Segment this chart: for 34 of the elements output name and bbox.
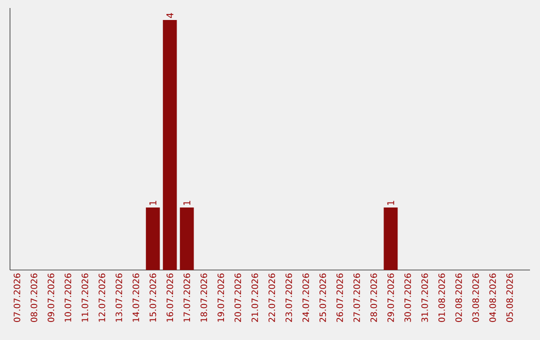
x-tick-label: 11.07.2026 — [82, 274, 88, 322]
data-label: 4 — [166, 12, 174, 18]
x-tick-label: 03.08.2026 — [472, 274, 479, 322]
x-tick-label: 27.07.2026 — [353, 274, 360, 322]
x-tick-label: 20.07.2026 — [234, 274, 242, 322]
x-tick-label: 28.07.2026 — [370, 274, 377, 322]
x-tick-label: 19.07.2026 — [218, 274, 224, 322]
x-tick-label: 05.08.2026 — [506, 274, 513, 322]
data-label: 1 — [387, 200, 394, 205]
x-tick-label: 23.07.2026 — [286, 274, 292, 322]
x-tick-label: 18.07.2026 — [200, 274, 208, 322]
x-tick-label: 22.07.2026 — [268, 274, 276, 322]
x-tick-label: 24.07.2026 — [302, 274, 310, 322]
x-tick-label: 31.07.2026 — [421, 274, 428, 322]
x-tick-label: 10.07.2026 — [64, 274, 72, 322]
x-tick-label: 25.07.2026 — [319, 274, 326, 322]
x-tick-label: 08.07.2026 — [30, 274, 38, 322]
x-tick-label: 01.08.2026 — [438, 274, 445, 322]
x-tick-label: 12.07.2026 — [98, 274, 106, 322]
x-tick-label: 29.07.2026 — [387, 274, 394, 322]
x-tick-label: 16.07.2026 — [166, 274, 174, 322]
x-tick-label: 21.07.2026 — [252, 274, 258, 322]
x-tick-label: 14.07.2026 — [132, 274, 140, 322]
x-tick-label: 07.07.2026 — [14, 274, 20, 322]
x-tick-label: 17.07.2026 — [184, 274, 190, 322]
x-tick-label: 26.07.2026 — [336, 274, 344, 322]
data-label: 1 — [183, 200, 190, 205]
x-tick-label: 15.07.2026 — [150, 274, 156, 322]
x-tick-label: 02.08.2026 — [455, 274, 462, 322]
x-tick-label: 04.08.2026 — [489, 274, 496, 322]
x-tick-label: 09.07.2026 — [48, 274, 54, 322]
data-label: 1 — [149, 200, 156, 205]
x-tick-label: 13.07.2026 — [116, 274, 122, 322]
x-tick-label: 30.07.2026 — [404, 274, 411, 322]
